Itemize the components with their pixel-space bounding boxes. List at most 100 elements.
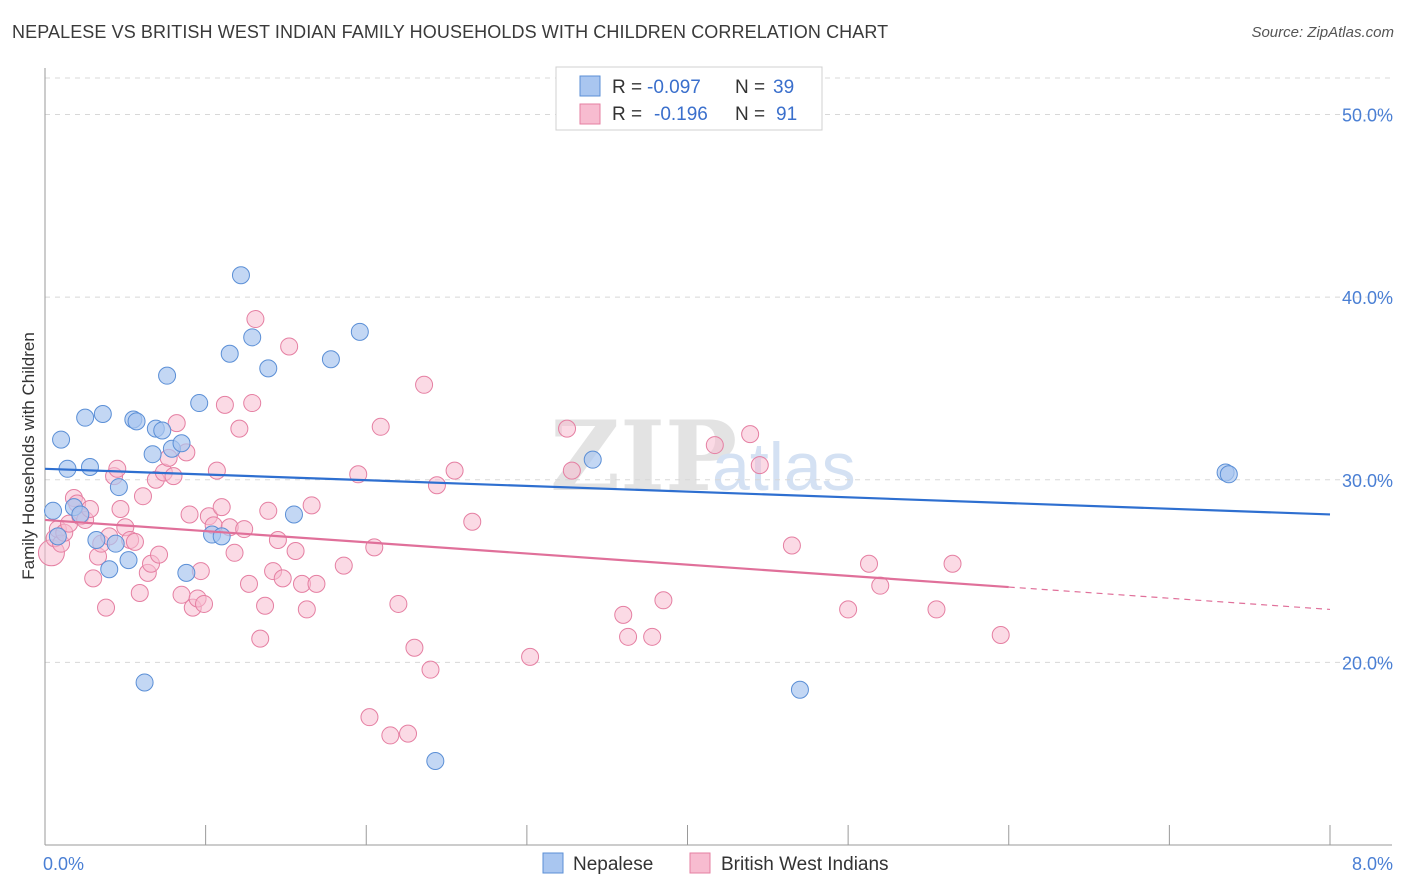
bwi-point bbox=[389, 594, 408, 613]
bwi-point bbox=[421, 660, 440, 679]
bwi-point bbox=[84, 569, 103, 588]
bwi-point bbox=[405, 638, 424, 657]
nepalese-point bbox=[100, 560, 119, 579]
nepalese-point bbox=[52, 430, 71, 449]
nepalese-point bbox=[284, 505, 303, 524]
nepalese-point bbox=[212, 527, 231, 546]
bwi-point bbox=[991, 625, 1010, 644]
bwi-point bbox=[860, 554, 879, 573]
bwi-point bbox=[415, 375, 434, 394]
nepalese-point bbox=[350, 322, 369, 341]
bwi-point bbox=[654, 591, 673, 610]
y-tick-label-50: 50.0% bbox=[1342, 106, 1393, 126]
nepalese-point bbox=[153, 421, 172, 440]
bwi-point bbox=[705, 436, 724, 455]
bwi-point bbox=[619, 627, 638, 646]
bwi-point bbox=[150, 545, 169, 564]
bwi-point bbox=[334, 556, 353, 575]
legend-r-label-2: R = bbox=[612, 104, 642, 125]
bwi-trend-line bbox=[44, 518, 1009, 589]
bwi-point bbox=[246, 310, 265, 329]
bwi-point bbox=[927, 600, 946, 619]
nepalese-point bbox=[1219, 465, 1238, 484]
axes bbox=[44, 68, 1392, 846]
bwi-point bbox=[741, 425, 760, 444]
bwi-point bbox=[207, 461, 226, 480]
bwi-point bbox=[302, 496, 321, 515]
bwi-point bbox=[108, 459, 127, 478]
bwi-point bbox=[164, 467, 183, 486]
bwi-point bbox=[259, 501, 278, 520]
bwi-point bbox=[243, 394, 262, 413]
bwi-point bbox=[125, 532, 144, 551]
watermark: ZIP atlas bbox=[550, 400, 856, 513]
source-note: Source: ZipAtlas.com bbox=[1251, 24, 1394, 41]
bwi-point bbox=[256, 596, 275, 615]
y-tick-label-30: 30.0% bbox=[1342, 471, 1393, 491]
nepalese-point bbox=[71, 505, 90, 524]
nepalese-point bbox=[220, 344, 239, 363]
nepalese-point bbox=[80, 457, 99, 476]
bwi-point bbox=[273, 569, 292, 588]
x-tick-label-max: 8.0% bbox=[1352, 854, 1393, 874]
bwi-point bbox=[750, 456, 769, 475]
legend-n-value-2: 91 bbox=[776, 104, 797, 125]
nepalese-point bbox=[76, 408, 95, 427]
bottom-legend-label-nepalese: Nepalese bbox=[573, 854, 653, 875]
nepalese-point bbox=[426, 751, 445, 770]
bwi-point bbox=[427, 476, 446, 495]
nepalese-point bbox=[177, 563, 196, 582]
y-tick-label-40: 40.0% bbox=[1342, 288, 1393, 308]
watermark-zip: ZIP bbox=[550, 400, 737, 513]
nepalese-point bbox=[190, 394, 209, 413]
legend-r-label-1: R = bbox=[612, 77, 642, 98]
bottom-legend-label-bwi: British West Indians bbox=[721, 854, 889, 875]
legend-n-value-1: 39 bbox=[773, 77, 794, 98]
nepalese-point bbox=[172, 434, 191, 453]
bwi-point bbox=[268, 531, 287, 550]
nepalese-point bbox=[158, 366, 177, 385]
bwi-point bbox=[871, 576, 890, 595]
bwi-point bbox=[230, 419, 249, 438]
bwi-point bbox=[180, 505, 199, 524]
bwi-point bbox=[399, 724, 418, 743]
bwi-point bbox=[371, 417, 390, 436]
bwi-point bbox=[111, 499, 130, 518]
bwi-point bbox=[130, 583, 149, 602]
nepalese-point bbox=[321, 350, 340, 369]
bwi-point bbox=[215, 395, 234, 414]
nepalese-point bbox=[127, 412, 146, 431]
bwi-point bbox=[212, 498, 231, 517]
bwi-point bbox=[643, 627, 662, 646]
nepalese-point bbox=[119, 551, 138, 570]
bwi-point bbox=[97, 598, 116, 617]
y-tick-label-20: 20.0% bbox=[1342, 653, 1393, 673]
bwi-point bbox=[782, 536, 801, 555]
nepalese-point bbox=[87, 531, 106, 550]
bwi-point bbox=[445, 461, 464, 480]
nepalese-point bbox=[48, 527, 67, 546]
legend-r-value-1: -0.097 bbox=[647, 77, 701, 98]
nepalese-point bbox=[106, 534, 125, 553]
bwi-point bbox=[225, 543, 244, 562]
bwi-point bbox=[943, 554, 962, 573]
bwi-point bbox=[307, 574, 326, 593]
bwi-point bbox=[360, 708, 379, 727]
bwi-point bbox=[349, 465, 368, 484]
nepalese-point bbox=[44, 501, 63, 520]
nepalese-point bbox=[143, 445, 162, 464]
bwi-point bbox=[558, 419, 577, 438]
nepalese-trend-line bbox=[44, 467, 1331, 516]
bwi-point bbox=[251, 629, 270, 648]
tick-labels: 20.0% 30.0% 40.0% 50.0% 0.0% 8.0% bbox=[43, 106, 1393, 874]
nepalese-point bbox=[583, 450, 602, 469]
nepalese-point bbox=[109, 478, 128, 497]
bwi-trend-line-extrapolated bbox=[1008, 586, 1331, 611]
bwi-point bbox=[614, 605, 633, 624]
nepalese-points bbox=[44, 266, 1238, 770]
bottom-legend-swatch-nepalese bbox=[542, 852, 564, 874]
nepalese-point bbox=[93, 405, 112, 424]
top-legend: R = -0.097 N = 39 R = -0.196 N = 91 bbox=[555, 66, 823, 131]
grid-lines bbox=[45, 77, 1392, 663]
